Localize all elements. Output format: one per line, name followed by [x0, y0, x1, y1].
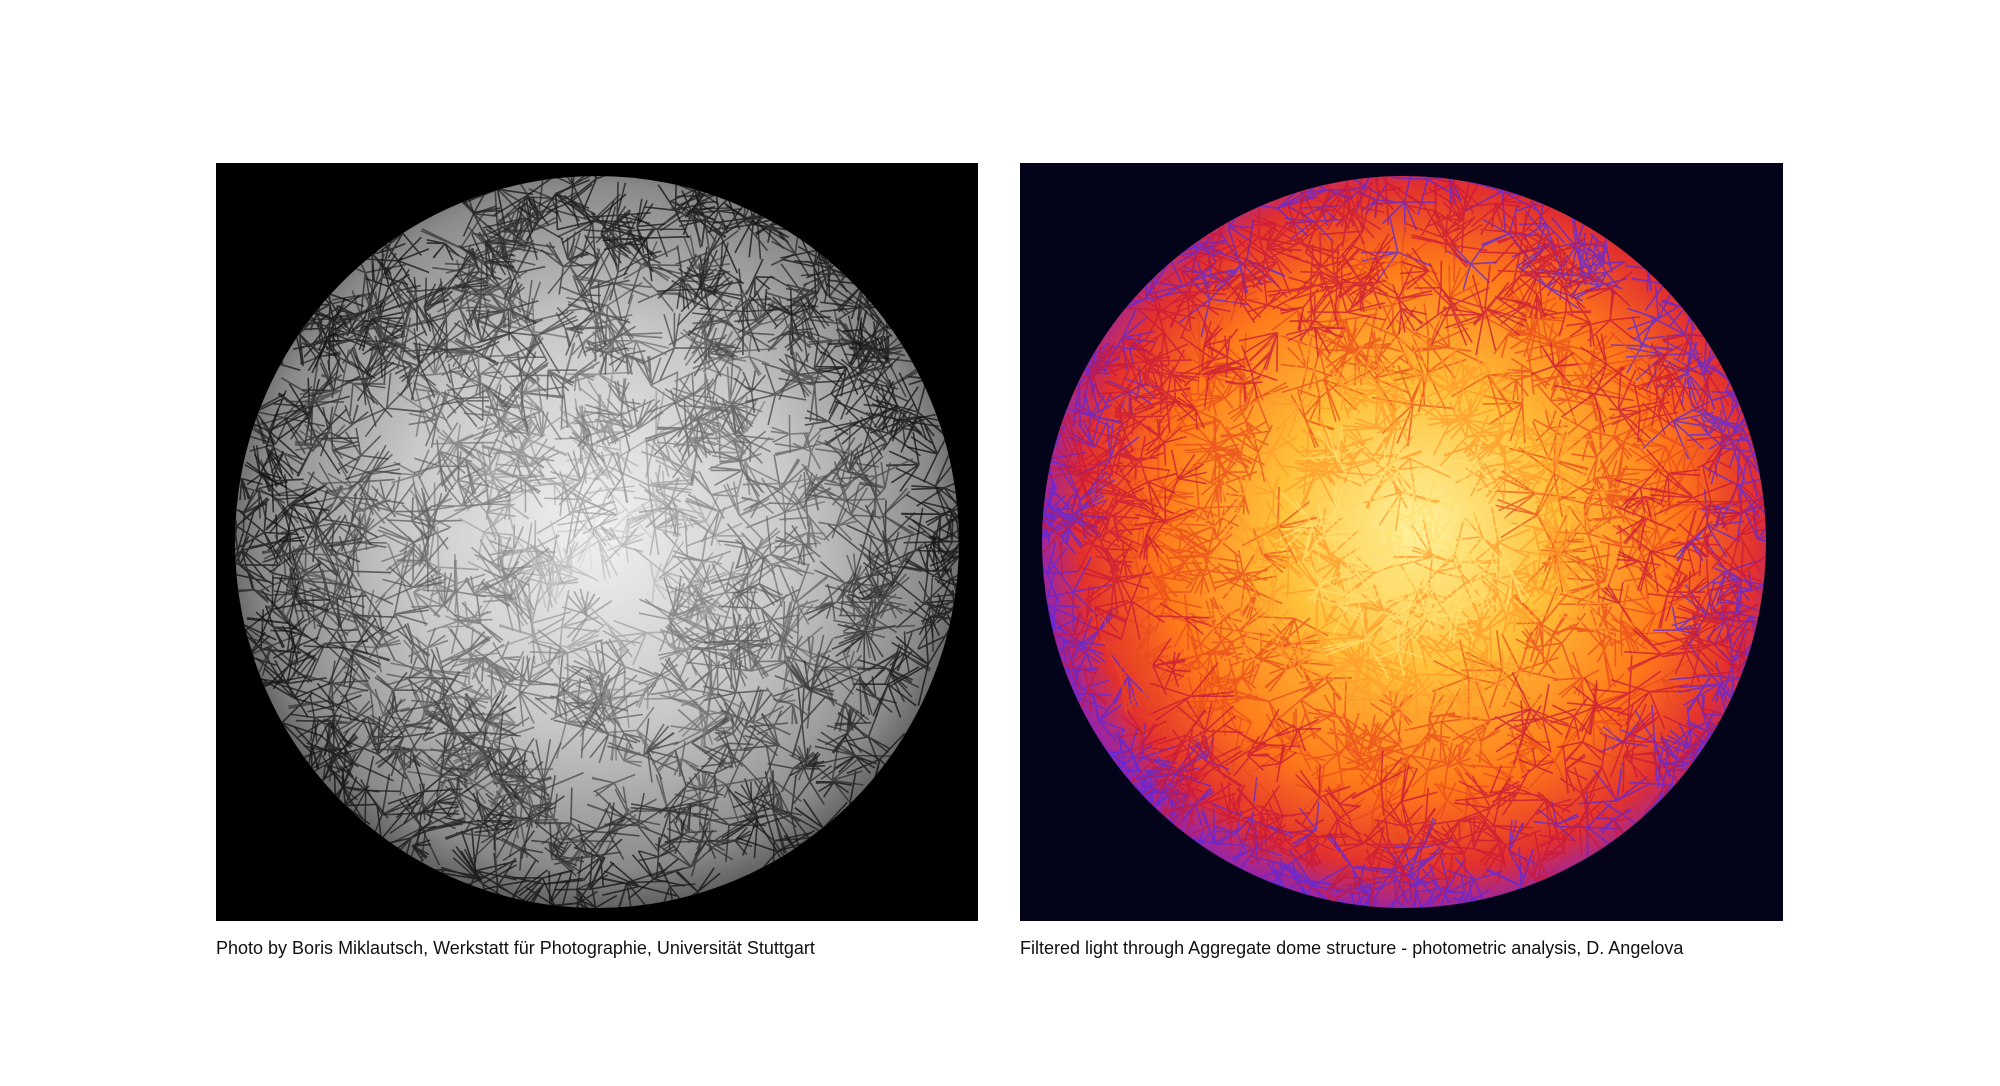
- strut: [321, 270, 886, 746]
- strut: [1085, 223, 1731, 858]
- strut: [574, 414, 594, 452]
- strut: [342, 285, 821, 859]
- strut: [498, 600, 565, 668]
- strut: [261, 199, 734, 824]
- strut: [483, 432, 713, 591]
- strut: [692, 286, 914, 725]
- strut: [577, 597, 636, 656]
- strut: [602, 485, 666, 550]
- strut: [409, 613, 761, 737]
- strut: [336, 372, 423, 481]
- strut: [265, 310, 879, 530]
- strut: [241, 185, 921, 859]
- strut: [437, 424, 475, 467]
- strut: [292, 290, 916, 819]
- strut: [582, 511, 618, 542]
- strut: [1186, 312, 1626, 749]
- strut: [292, 341, 642, 751]
- strut: [439, 372, 829, 680]
- strut: [294, 235, 891, 842]
- strut: [331, 327, 809, 721]
- strut: [602, 339, 670, 413]
- strut: [1274, 425, 1531, 678]
- strut: [626, 479, 690, 529]
- strut: [491, 762, 539, 822]
- strut: [413, 361, 837, 496]
- strut: [490, 488, 531, 530]
- strut: [400, 279, 918, 826]
- strut: [473, 247, 897, 824]
- strut: [507, 520, 560, 575]
- strut: [496, 451, 630, 722]
- strut: [429, 421, 747, 614]
- strut: [666, 564, 731, 627]
- struts: [1042, 176, 1766, 908]
- strut: [502, 534, 579, 608]
- strut: [490, 246, 739, 878]
- strut: [1042, 176, 1766, 908]
- caption: Filtered light through Aggregate dome st…: [1020, 938, 1684, 958]
- strut: [495, 431, 699, 485]
- strut: [309, 241, 951, 850]
- strut: [521, 520, 599, 603]
- strut: [608, 441, 693, 529]
- strut: [789, 532, 825, 551]
- strut: [583, 469, 635, 514]
- strut: [457, 356, 627, 705]
- strut: [344, 370, 924, 799]
- strut: [569, 515, 611, 570]
- struts: [235, 176, 959, 908]
- caption: Photo by Boris Miklautsch, Werkstatt für…: [216, 938, 815, 958]
- strut: [467, 451, 621, 614]
- strut: [581, 708, 638, 764]
- strut: [639, 576, 714, 637]
- strut: [504, 399, 568, 479]
